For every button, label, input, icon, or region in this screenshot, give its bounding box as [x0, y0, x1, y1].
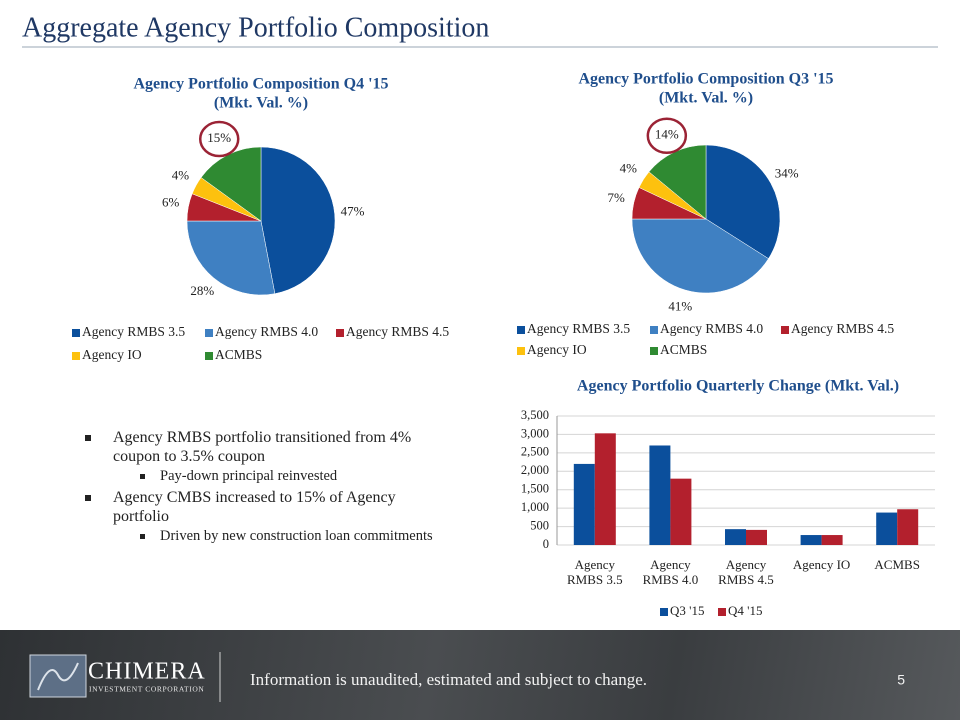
bullet-list: Agency RMBS portfolio transitioned from … [85, 428, 445, 548]
legend-label: ACMBS [215, 347, 262, 362]
bar [897, 509, 919, 545]
bar [670, 478, 692, 545]
slice-label: 7% [608, 190, 626, 205]
legend-swatch [517, 326, 525, 334]
slice-label: 28% [190, 283, 214, 298]
bar [649, 445, 671, 545]
bar [594, 433, 616, 545]
footer-note: Information is unaudited, estimated and … [250, 670, 647, 689]
legend-label: Agency RMBS 4.5 [346, 324, 449, 339]
slice-label: 14% [655, 127, 679, 142]
bar [800, 535, 822, 545]
x-tick-label: Agency IO [792, 557, 851, 572]
legend-swatch [660, 608, 668, 616]
bar [746, 529, 767, 545]
logo-subtext: INVESTMENT CORPORATION [89, 685, 204, 694]
legend-swatch [517, 347, 525, 355]
legend-label: Agency RMBS 3.5 [82, 324, 185, 339]
legend-swatch [650, 326, 658, 334]
y-tick-label: 1,500 [521, 482, 549, 496]
y-tick-label: 3,500 [521, 408, 549, 422]
x-tick-label: Agency RMBS 4.5 [718, 557, 774, 587]
x-tick-label: ACMBS [874, 557, 920, 572]
legend-swatch [781, 326, 789, 334]
bullet: Agency CMBS increased to 15% of Agency p… [85, 488, 445, 526]
legend-label: Agency RMBS 4.5 [791, 321, 894, 336]
legend-label: Agency RMBS 4.0 [660, 321, 763, 336]
y-tick-label: 500 [530, 518, 549, 532]
logo-figure [37, 662, 79, 691]
x-tick-label: Agency RMBS 4.0 [642, 557, 699, 587]
slice-label: 34% [775, 166, 799, 181]
sub-bullet: Driven by new construction loan commitme… [85, 528, 445, 545]
chart-subtitle: (Mkt. Val. %) [214, 95, 308, 112]
highlight-circle [646, 117, 688, 155]
pie-slice [705, 144, 781, 259]
y-tick-label: 2,500 [521, 445, 549, 459]
legend-swatch [205, 329, 213, 337]
bar [573, 463, 595, 545]
bar [821, 535, 843, 545]
y-tick-label: 2,000 [521, 463, 549, 477]
logo-text: CHIMERA [88, 659, 206, 685]
pie-slice [260, 146, 336, 294]
pie-slice [631, 218, 769, 294]
highlight-circle [198, 120, 240, 158]
legend-swatch [336, 329, 344, 337]
chart-title: Agency Portfolio Composition Q4 '15 [133, 76, 388, 93]
y-tick-label: 1,000 [521, 500, 549, 514]
chart-subtitle: (Mkt. Val. %) [659, 90, 753, 107]
pie-slice [186, 220, 276, 296]
sub-bullet: Pay-down principal reinvested [85, 468, 445, 485]
legend-label: Q4 '15 [728, 603, 762, 618]
slice-label: 4% [172, 168, 190, 183]
bullet: Agency RMBS portfolio transitioned from … [85, 428, 445, 466]
slice-label: 4% [620, 161, 638, 176]
legend-label: Agency RMBS 3.5 [527, 321, 630, 336]
legend-label: Agency RMBS 4.0 [215, 324, 318, 339]
slide-title: Aggregate Agency Portfolio Composition [22, 12, 489, 43]
slice-label: 6% [162, 195, 180, 210]
footer-art: CHIMERA INVESTMENT CORPORATION Informati… [29, 652, 905, 702]
chart-title: Agency Portfolio Quarterly Change (Mkt. … [577, 378, 899, 395]
footer: CHIMERA INVESTMENT CORPORATION Informati… [0, 630, 960, 720]
legend-swatch [718, 608, 726, 616]
y-tick-label: 3,000 [521, 426, 549, 440]
legend-swatch [205, 352, 213, 360]
bar [725, 529, 746, 545]
chart-title: Agency Portfolio Composition Q3 '15 [578, 71, 833, 88]
slice-label: 41% [668, 298, 692, 313]
legend-swatch [72, 329, 80, 337]
legend-swatch [72, 352, 80, 360]
slice-label: 15% [207, 130, 231, 145]
legend-swatch [650, 347, 658, 355]
y-tick-label: 0 [543, 537, 549, 551]
page-number: 5 [897, 672, 905, 688]
slice-label: 47% [341, 203, 365, 218]
legend-label: Agency IO [527, 342, 587, 357]
legend-label: Q3 '15 [670, 603, 704, 618]
legend-label: ACMBS [660, 342, 707, 357]
legend-label: Agency IO [82, 347, 142, 362]
bar [876, 512, 898, 545]
x-tick-label: Agency RMBS 3.5 [566, 557, 623, 587]
